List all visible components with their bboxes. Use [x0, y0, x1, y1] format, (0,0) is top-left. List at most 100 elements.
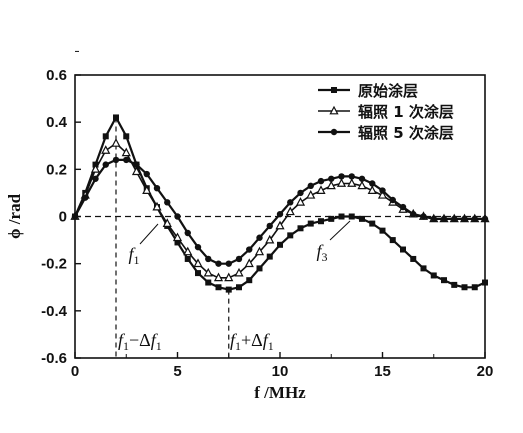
series-3-point	[328, 175, 335, 182]
legend-marker	[329, 105, 339, 115]
series-2-point	[193, 258, 203, 268]
series-1-point	[379, 227, 386, 234]
series-3-point	[471, 215, 478, 223]
series-1-point	[184, 255, 191, 262]
series-1-point	[256, 265, 263, 272]
series-3-point	[266, 222, 273, 230]
y-tick-label: -0.4	[41, 303, 68, 320]
x-tick-label: 5	[173, 363, 181, 380]
x-tick-label: 20	[477, 363, 494, 380]
series-3-point	[256, 234, 263, 241]
y-tick-label: 0.6	[46, 67, 67, 84]
series-2-point	[142, 185, 152, 194]
series-3-point	[461, 215, 468, 223]
series-3-point	[440, 215, 448, 223]
series-2-point	[90, 164, 101, 173]
series-1-point	[266, 253, 273, 260]
series-3-point	[430, 215, 437, 223]
series-1-point	[236, 284, 242, 291]
series-1-point	[307, 220, 314, 227]
series-2-point	[213, 272, 224, 282]
label-f1-plus-delta: f1+Δf1	[230, 330, 274, 353]
series-3-point	[451, 215, 458, 223]
legend-marker	[331, 87, 337, 93]
series-2-point	[111, 138, 121, 147]
series-1-point	[205, 279, 212, 286]
series-2-point	[234, 267, 244, 277]
f1-leader-line	[139, 223, 159, 245]
series-3-point	[379, 187, 386, 194]
series-2-point	[295, 197, 306, 206]
series-3-point	[276, 210, 284, 218]
series-1-point	[287, 232, 294, 239]
series-3-point	[399, 203, 407, 211]
series-2-point	[367, 185, 377, 194]
legend-label: 辐照 1 次涂层	[358, 103, 454, 121]
series-1-point	[174, 239, 181, 246]
x-tick-label: 0	[71, 363, 79, 380]
legend-marker	[330, 128, 338, 136]
series-2-point	[316, 185, 326, 194]
series-1-point	[451, 281, 458, 288]
series-3-point	[123, 156, 130, 164]
series-2-point	[336, 178, 347, 187]
series-2-point	[183, 246, 193, 256]
series-1-point	[297, 225, 304, 232]
series-1-point	[369, 220, 376, 227]
series-2-point	[265, 234, 275, 244]
series-3-point	[164, 199, 171, 206]
series-1-point	[113, 114, 119, 121]
series-2-point	[121, 147, 131, 157]
series-3-point	[317, 177, 325, 185]
series-3-point	[410, 210, 417, 218]
y-tick-label: 0.4	[46, 114, 68, 131]
f3-label: f3	[316, 241, 327, 264]
series-1-point	[400, 246, 406, 253]
series-2-point	[254, 246, 265, 256]
series-1-point	[246, 277, 253, 284]
series-3-point	[133, 161, 140, 168]
series-1-point	[482, 279, 488, 286]
series-1-point	[359, 215, 365, 222]
series-1-point	[277, 241, 283, 248]
series-1-point	[389, 237, 396, 244]
series-2-point	[285, 206, 295, 216]
series-2-point	[275, 220, 285, 230]
series-3-point	[82, 194, 89, 201]
series-1-point	[430, 272, 437, 279]
series-3-point	[235, 255, 243, 263]
series-3-point	[194, 243, 202, 251]
series-1-point	[420, 265, 427, 272]
label-f1-minus-delta: f1−Δf1	[118, 330, 162, 353]
series-3-point	[174, 213, 181, 220]
y-axis-title: ϕ /rad	[5, 193, 24, 239]
x-tick-label: 10	[272, 363, 289, 380]
series-1-point	[471, 284, 478, 291]
series-2-point	[377, 189, 388, 199]
series-3-point	[338, 173, 345, 180]
series-1-point	[123, 133, 130, 140]
series-1-point	[102, 133, 109, 140]
series-1-point	[328, 215, 335, 222]
series-3-point	[348, 173, 355, 180]
series-2-point	[357, 180, 367, 190]
series-3-point	[225, 260, 232, 267]
series-2-point	[347, 178, 357, 187]
series-1-point	[195, 270, 201, 277]
series-3-point	[143, 170, 150, 178]
series-1-point	[225, 286, 232, 293]
series-1-point	[441, 277, 447, 284]
y-tick-label: 0	[59, 209, 67, 226]
series-1-point	[215, 284, 222, 291]
series-3-point	[184, 229, 191, 237]
f3-leader-line	[329, 220, 351, 241]
series-2-point	[172, 232, 183, 242]
series-3-point	[307, 182, 314, 190]
series-2-point	[203, 267, 213, 277]
series-3-point	[481, 215, 489, 223]
f1-label: f1	[128, 244, 139, 267]
series-3-point	[297, 189, 304, 197]
series-1-point	[348, 213, 355, 220]
series-2-point	[101, 145, 111, 154]
series-3-point	[287, 199, 294, 206]
